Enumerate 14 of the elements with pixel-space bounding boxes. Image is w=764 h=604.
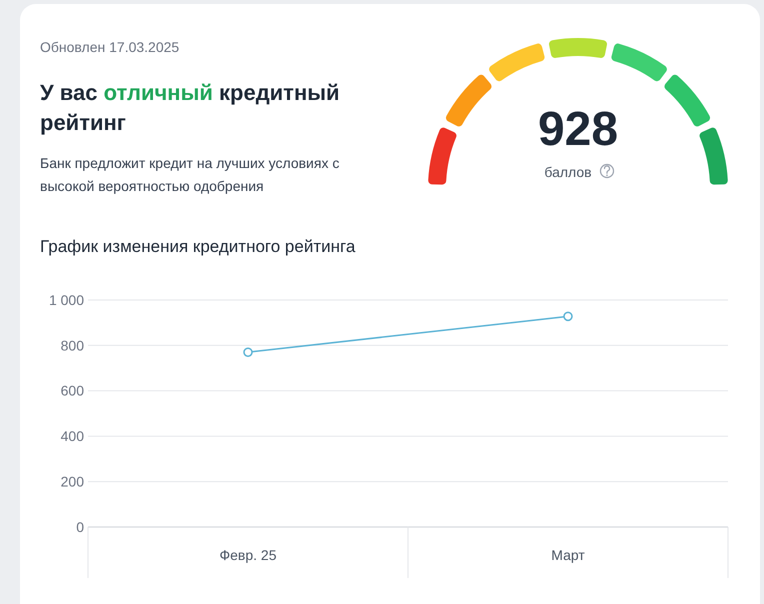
chart-title: У вас отличный кредитный рейтинг: [40, 80, 340, 135]
text: 928: [538, 103, 618, 156]
chart-title: График изменения кредитного рейтинга: [40, 237, 356, 256]
y-tick-label: 1 000: [48, 292, 84, 308]
x-tick-label: Март: [551, 547, 586, 563]
y-tick-label: 600: [60, 382, 84, 399]
text: баллов: [544, 164, 592, 180]
y-tick-label: 400: [60, 428, 84, 444]
y-tick-label: 800: [60, 337, 84, 354]
text: Обновлен 17.03.2025: [40, 39, 180, 55]
y-tick-label: 0: [76, 518, 84, 535]
text: Банк предложит кредит на лучших условиях с высокой вероятностью одобрения: [40, 155, 340, 194]
x-tick-label: Февр. 25: [219, 547, 277, 563]
y-tick-label: 200: [60, 474, 84, 490]
